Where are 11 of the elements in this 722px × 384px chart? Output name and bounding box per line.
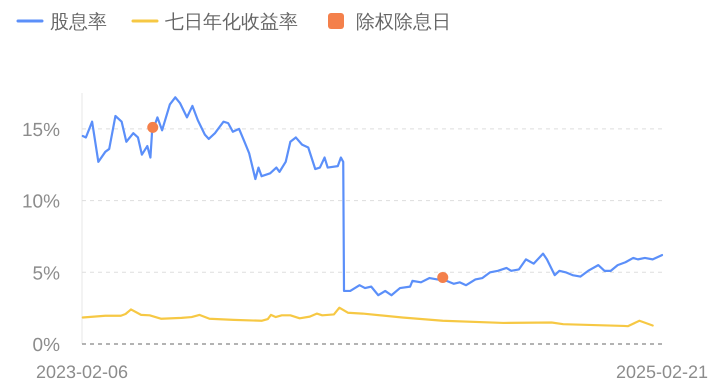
y-tick-label: 5% — [32, 263, 60, 284]
x-tick-label: 2023-02-06 — [36, 362, 128, 382]
y-tick-label: 15% — [22, 120, 60, 141]
legend-label: 股息率 — [50, 11, 107, 33]
x-tick-label: 2025-02-21 — [616, 362, 708, 382]
legend-label: 除权除息日 — [356, 12, 451, 33]
y-tick-label: 10% — [22, 192, 60, 213]
legend-label: 七日年化收益率 — [165, 11, 298, 33]
line-series — [82, 306, 654, 328]
line-series — [82, 96, 664, 296]
y-tick-label: 0% — [32, 335, 60, 356]
